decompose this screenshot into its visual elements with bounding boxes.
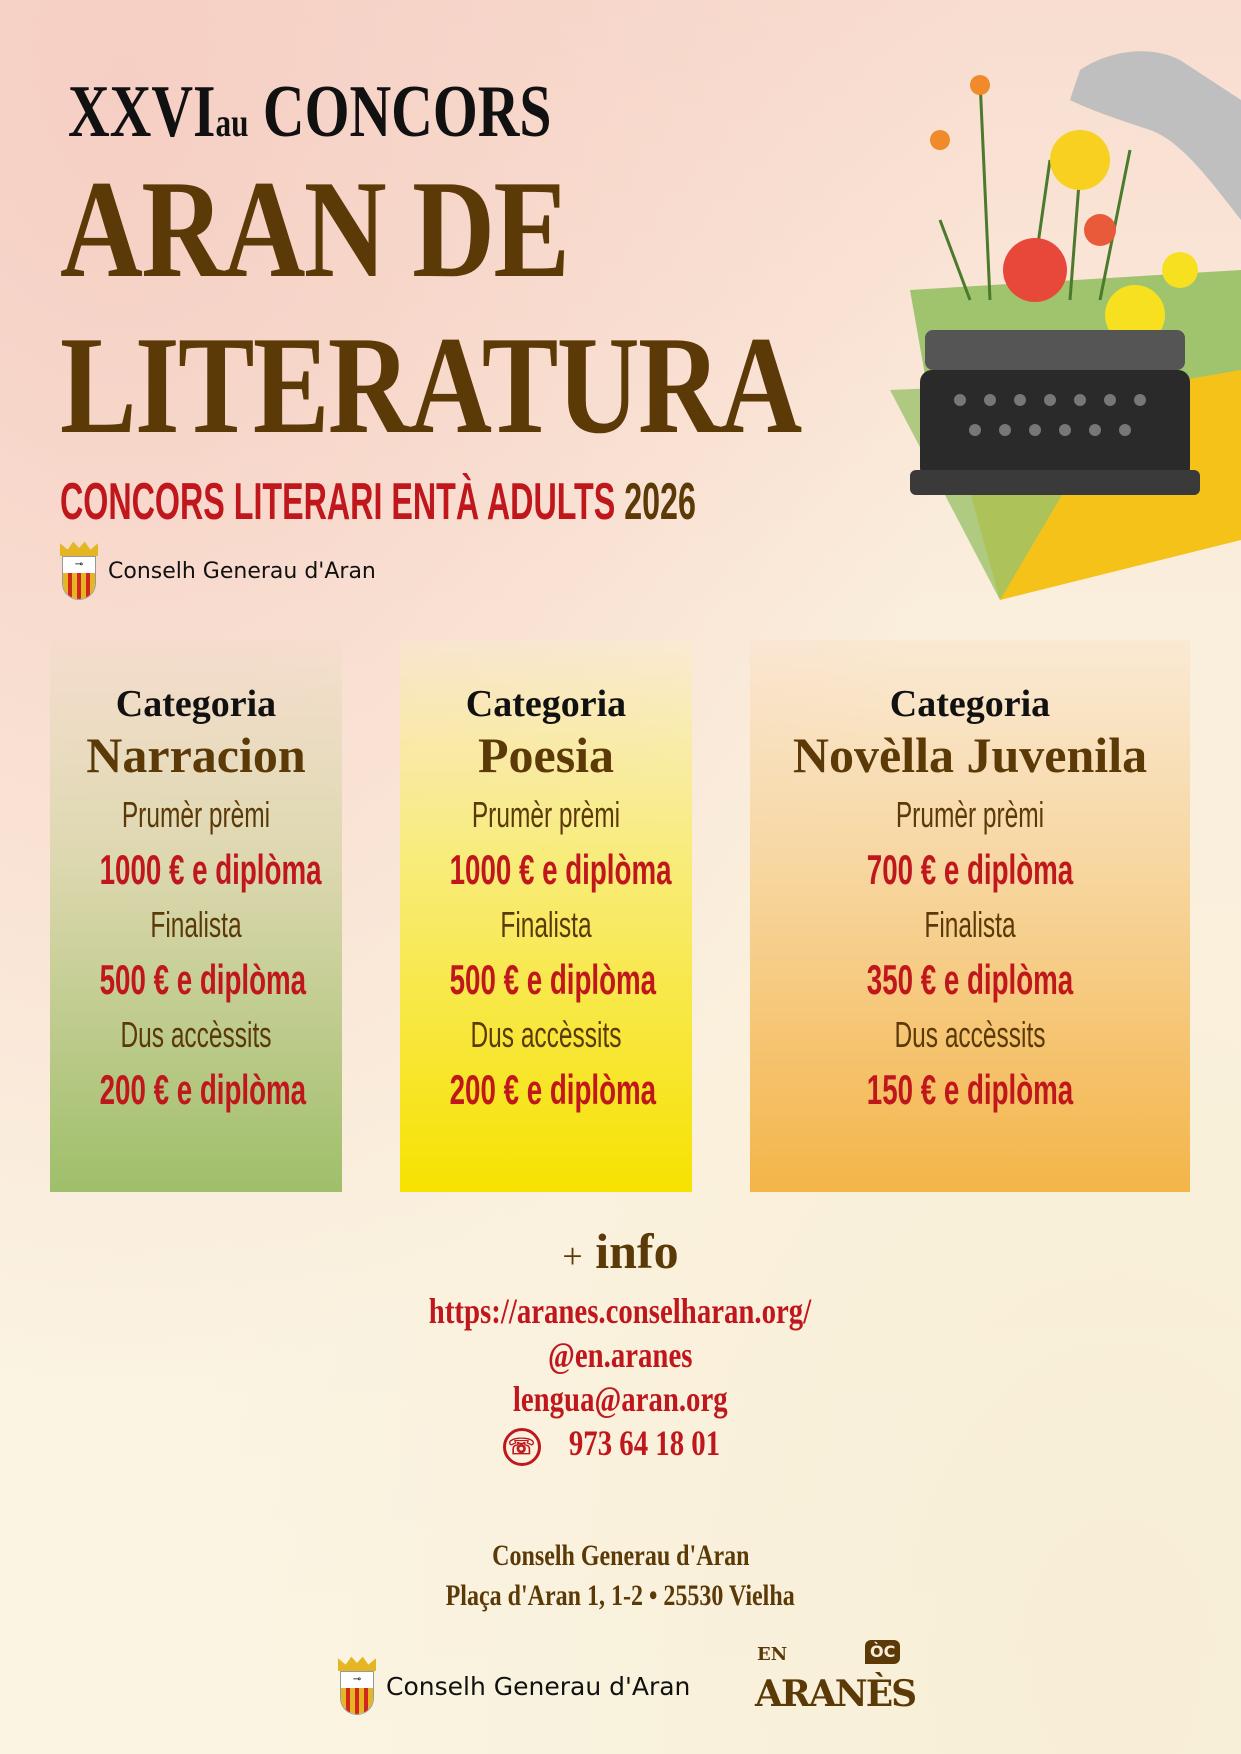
category-label: Categoria: [889, 683, 1051, 725]
website-link[interactable]: https://aranes.conselharan.org/: [429, 1291, 812, 1331]
org-name: Conselh Generau d'Aran: [108, 558, 376, 584]
prize-label: Prumèr prèmi: [121, 794, 271, 835]
coat-of-arms-icon: ⊸: [338, 1655, 376, 1717]
subtitle-text: CONCORS LITERARI ENTÀ ADULTS: [60, 473, 616, 531]
info-title: info: [595, 1223, 679, 1279]
footer-org-name: Conselh Generau d'Aran: [386, 1671, 691, 1701]
typewriter-flowers-illustration: [890, 51, 1241, 600]
category-name: Poesia: [477, 727, 615, 783]
info-heading: + info: [0, 1222, 1241, 1285]
email-link[interactable]: lengua@aran.org: [513, 1379, 728, 1419]
brand-en: EN: [757, 1644, 788, 1665]
prize-value: 200 € e diplòma: [449, 1066, 657, 1113]
prize-value: 200 € e diplòma: [99, 1066, 307, 1113]
prize-label: Prumèr prèmi: [471, 794, 621, 835]
category-name: Narracion: [86, 727, 306, 783]
title-line-2: LITERATURA: [60, 308, 802, 463]
edition-heading: XXVIau CONCORS: [68, 70, 552, 165]
social-handle[interactable]: @en.aranes: [548, 1335, 693, 1375]
prize-value: 1000 € e diplòma: [449, 846, 672, 893]
prize-label: Dus accèssits: [120, 1014, 272, 1055]
brand-aranes: ARANÈS: [755, 1673, 917, 1715]
address-street: Plaça d'Aran 1, 1-2 • 25530 Vielha: [445, 1579, 796, 1612]
category-label: Categoria: [465, 683, 627, 725]
prize-label: Finalista: [500, 904, 592, 945]
plus-sign: +: [562, 1236, 583, 1276]
brand-oc-bubble: ÒC: [865, 1640, 901, 1664]
org-logo: ⊸ Conselh Generau d'Aran: [60, 540, 376, 602]
prize-value: 700 € e diplòma: [866, 846, 1074, 893]
category-card-novella-juvenila: Categoria Novèlla Juvenila Prumèr prèmi 7…: [750, 640, 1190, 1192]
en-aranes-logo: EN ARANÈS ÒC: [755, 1640, 917, 1724]
prize-value: 150 € e diplòma: [866, 1066, 1074, 1113]
category-card-poesia: Categoria Poesia Prumèr prèmi 1000 € e di…: [400, 640, 692, 1192]
year: 2026: [624, 473, 696, 531]
address-org: Conselh Generau d'Aran: [491, 1539, 750, 1572]
prize-value: 1000 € e diplòma: [99, 846, 322, 893]
category-card-narracion: Categoria Narracion Prumèr prèmi 1000 € e…: [50, 640, 342, 1192]
prize-label: Finalista: [924, 904, 1016, 945]
edition-number: XXVI: [68, 71, 216, 153]
edition-suffix: au: [215, 100, 249, 145]
prize-value: 500 € e diplòma: [99, 956, 307, 1003]
category-name: Novèlla Juvenila: [792, 727, 1148, 783]
title-line-1: ARAN DE: [60, 152, 570, 307]
prize-label: Finalista: [150, 904, 242, 945]
subtitle: CONCORS LITERARI ENTÀ ADULTS 2026: [60, 472, 696, 532]
prize-value: 500 € e diplòma: [449, 956, 657, 1003]
prize-value: 350 € e diplòma: [866, 956, 1074, 1003]
category-label: Categoria: [115, 683, 277, 725]
coat-of-arms-icon: ⊸: [60, 540, 98, 602]
phone-number[interactable]: 973 64 18 01: [568, 1423, 720, 1463]
prize-label: Dus accèssits: [470, 1014, 622, 1055]
footer-org-logo: ⊸ Conselh Generau d'Aran: [338, 1655, 690, 1717]
prize-label: Dus accèssits: [894, 1014, 1046, 1055]
concours-label: CONCORS: [262, 71, 552, 153]
phone-icon: ☏: [502, 1427, 541, 1466]
prize-label: Prumèr prèmi: [895, 794, 1045, 835]
